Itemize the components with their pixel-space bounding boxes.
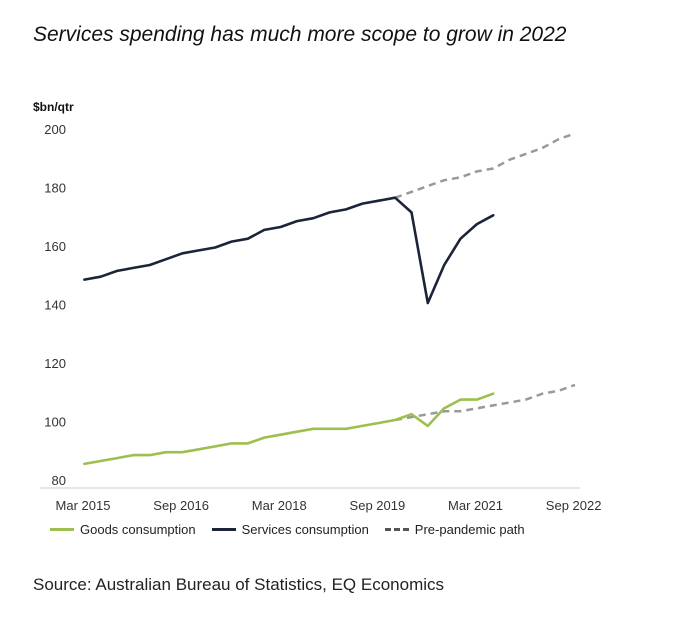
series-line-services-consumption (83, 196, 495, 305)
x-tick-label: Sep 2019 (350, 498, 406, 513)
y-tick-label: 140 (44, 298, 66, 313)
series-line-goods-consumption (83, 392, 495, 466)
x-tick-label: Sep 2016 (153, 498, 209, 513)
legend-label-prepandemic: Pre-pandemic path (414, 522, 525, 537)
x-tick-label: Mar 2015 (56, 498, 111, 513)
y-tick-label: 120 (44, 356, 66, 371)
legend-swatch-prepandemic (384, 528, 409, 531)
chart-title: Services spending has much more scope to… (33, 23, 567, 46)
legend-item-prepandemic: Pre-pandemic path (384, 522, 525, 537)
legend-swatch-services (211, 528, 236, 531)
series-line-pre-pandemic-path-goods (394, 383, 576, 422)
y-tick-label: 80 (52, 473, 66, 488)
legend-label-services: Services consumption (241, 522, 369, 537)
y-tick-label: 100 (44, 415, 66, 430)
y-tick-label: 200 (44, 122, 66, 137)
chart-plot: 80 100 120 140 160 180 200 Mar 2015 Sep 2016 Mar … (40, 122, 602, 513)
legend-item-services: Services consumption (211, 522, 369, 537)
x-tick-label: Mar 2021 (448, 498, 503, 513)
x-tick-label: Sep 2022 (546, 498, 602, 513)
legend-swatch-goods (50, 528, 74, 531)
x-tick-label: Mar 2018 (252, 498, 307, 513)
y-axis-label: $bn/qtr (33, 100, 74, 114)
y-tick-label: 180 (44, 181, 66, 196)
series-line-pre-pandemic-path-services (394, 132, 576, 199)
y-tick-label: 160 (44, 239, 66, 254)
legend-label-goods: Goods consumption (80, 522, 196, 537)
chart-legend: Goods consumption Services consumption P… (50, 522, 541, 537)
legend-item-goods: Goods consumption (50, 522, 196, 537)
source-note: Source: Australian Bureau of Statistics,… (33, 575, 445, 594)
